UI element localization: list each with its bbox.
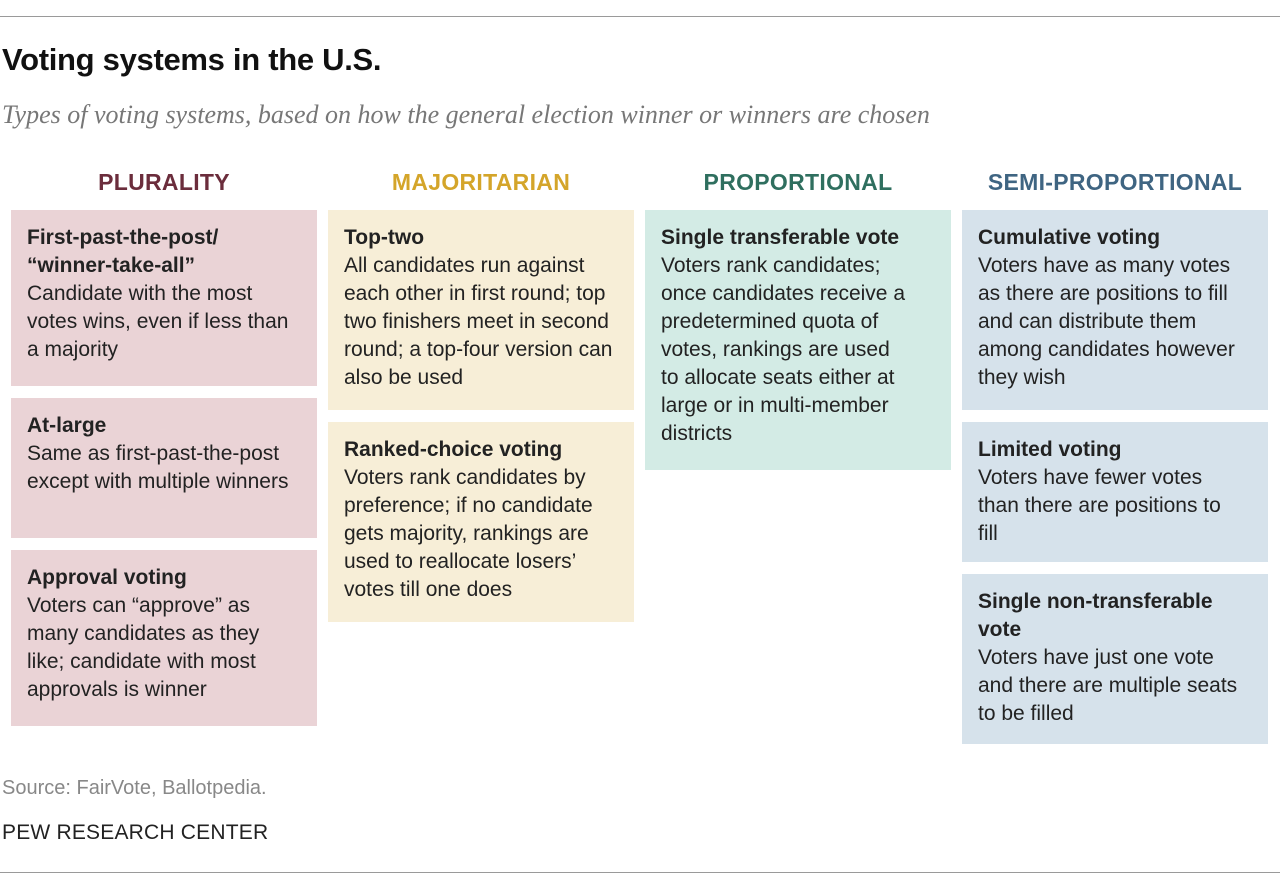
system-card: Single non-transferable vote Voters have… <box>962 574 1268 744</box>
card-title: First-past-the-post/ “winner-take-all” <box>27 224 247 280</box>
system-card: Ranked-choice voting Voters rank candida… <box>328 422 634 622</box>
top-divider <box>0 16 1280 17</box>
card-title: Single non-transferable vote <box>978 588 1240 644</box>
system-card: Limited voting Voters have fewer votes t… <box>962 422 1268 562</box>
card-body: Same as first-past-the-post except with … <box>27 440 289 496</box>
column-heading: MAJORITARIAN <box>328 166 634 210</box>
card-body: Voters have as many votes as there are p… <box>978 252 1252 392</box>
card-body: Voters rank candidates; once candidates … <box>661 252 909 448</box>
column-heading: SEMI-PROPORTIONAL <box>962 166 1268 210</box>
column-majoritarian: MAJORITARIAN Top-two All candidates run … <box>328 166 634 634</box>
source-note: Source: FairVote, Ballotpedia. <box>2 777 267 800</box>
system-card: Cumulative voting Voters have as many vo… <box>962 210 1268 410</box>
bottom-divider <box>0 872 1280 873</box>
card-title: Limited voting <box>978 436 1252 464</box>
column-proportional: PROPORTIONAL Single transferable vote Vo… <box>645 166 951 482</box>
column-plurality: PLURALITY First-past-the-post/ “winner-t… <box>11 166 317 738</box>
card-body: Voters can “approve” as many candidates … <box>27 592 301 704</box>
card-title: Ranked-choice voting <box>344 436 618 464</box>
chart-title: Voting systems in the U.S. <box>2 42 381 78</box>
system-card: First-past-the-post/ “winner-take-all” C… <box>11 210 317 386</box>
organization-credit: PEW RESEARCH CENTER <box>2 821 268 845</box>
card-title: Cumulative voting <box>978 224 1252 252</box>
card-body: All candidates run against each other in… <box>344 252 618 392</box>
chart-subtitle: Types of voting systems, based on how th… <box>2 100 930 130</box>
column-heading: PROPORTIONAL <box>645 166 951 210</box>
card-title: Top-two <box>344 224 618 252</box>
system-card: At-large Same as first-past-the-post exc… <box>11 398 317 538</box>
card-title: Approval voting <box>27 564 301 592</box>
card-title: Single transferable vote <box>661 224 935 252</box>
column-semi-proportional: SEMI-PROPORTIONAL Cumulative voting Vote… <box>962 166 1268 756</box>
card-title: At-large <box>27 412 301 440</box>
system-card: Approval voting Voters can “approve” as … <box>11 550 317 726</box>
card-body: Candidate with the most votes wins, even… <box>27 280 301 364</box>
system-card: Top-two All candidates run against each … <box>328 210 634 410</box>
card-body: Voters have just one vote and there are … <box>978 644 1240 728</box>
system-card: Single transferable vote Voters rank can… <box>645 210 951 470</box>
card-body: Voters rank candidates by preference; if… <box>344 464 618 604</box>
column-heading: PLURALITY <box>11 166 317 210</box>
card-body: Voters have fewer votes than there are p… <box>978 464 1240 548</box>
